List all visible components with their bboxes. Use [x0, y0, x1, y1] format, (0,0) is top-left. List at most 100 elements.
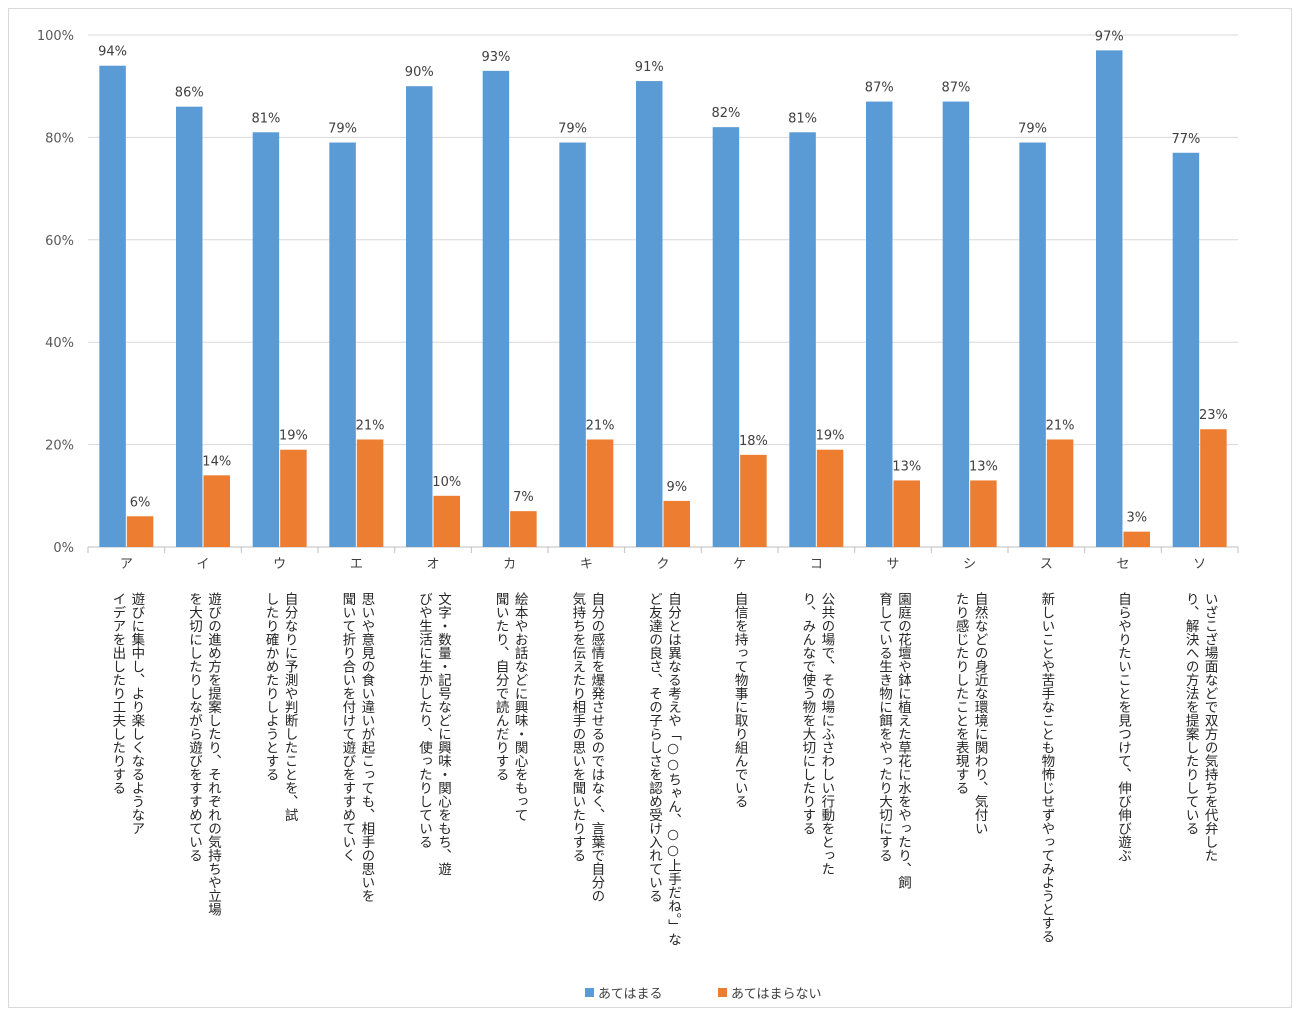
category-description: 思いや意見の食い違いが起こっても、相手の思いを: [358, 592, 375, 903]
category-label: ソ: [1193, 557, 1206, 572]
category-description: たり感じたりしたことを表現する: [953, 592, 970, 795]
y-tick-label: 40%: [45, 336, 74, 351]
bar-atehamaranai: [816, 449, 844, 547]
data-label-atehamaranai: 13%: [969, 459, 998, 474]
bar-atehamaru: [559, 142, 586, 547]
category-description: 園庭の花壇や鉢に植えた草花に水をやったり、飼: [895, 592, 912, 889]
bar-atehamaru: [636, 81, 663, 547]
data-label-atehamaru: 79%: [1018, 122, 1047, 137]
bar-atehamaranai: [356, 439, 384, 547]
bar-atehamaru: [1019, 142, 1046, 547]
data-label-atehamaru: 93%: [481, 50, 510, 65]
legend-label-atehamaru: あてはまる: [598, 987, 662, 1002]
data-label-atehamaru: 81%: [788, 111, 817, 126]
category-label: ウ: [273, 557, 286, 572]
category-description: 自信を持って物事に取り組んでいる: [732, 592, 749, 808]
category-description: り、解決への方法を提案したりしている: [1183, 592, 1200, 835]
bar-atehamaranai: [126, 516, 154, 547]
bar-atehamaranai: [433, 495, 460, 547]
bar-atehamaranai: [1123, 531, 1150, 547]
data-label-atehamaranai: 19%: [279, 429, 308, 444]
data-label-atehamaru: 81%: [251, 111, 280, 126]
bar-atehamaranai: [1046, 439, 1074, 547]
bar-atehamaru: [99, 65, 126, 547]
bar-atehamaru: [406, 86, 433, 547]
category-description: 自分なりに予測や判断したことを、試: [282, 592, 299, 822]
category-description: びや生活に生かしたり、使ったりしている: [416, 592, 433, 849]
bar-atehamaru: [712, 127, 740, 547]
bar-atehamaru: [176, 106, 203, 548]
data-label-atehamaru: 87%: [865, 81, 894, 96]
y-tick-label: 60%: [45, 234, 74, 249]
category-description: 自らやりたいことを見つけて、伸び伸び遊ぶ: [1115, 592, 1132, 863]
data-label-atehamaranai: 13%: [892, 459, 921, 474]
data-label-atehamaranai: 19%: [816, 429, 845, 444]
category-description: 聞いたり、自分で読んだりする: [493, 592, 510, 781]
data-label-atehamaru: 82%: [711, 106, 740, 121]
category-label: サ: [886, 557, 899, 572]
category-description: ど友達の良さ、その子らしさを認め受け入れている: [646, 592, 663, 903]
bar-atehamaru: [866, 101, 893, 547]
category-description: 文字・数量・記号などに興味・関心をもち、遊: [435, 592, 452, 877]
bar-atehamaru: [482, 70, 510, 547]
category-label: ケ: [733, 557, 746, 572]
category-label: キ: [580, 557, 593, 572]
bar-atehamaru: [252, 132, 280, 547]
category-description: 自分の感情を爆発させるのではなく、言葉で自分の: [588, 592, 605, 903]
legend-swatch-atehamaru: [585, 988, 594, 997]
data-label-atehamaru: 91%: [635, 60, 664, 75]
category-description: り、みんなで使う物を大切にしたりする: [799, 592, 816, 835]
data-label-atehamaranai: 14%: [202, 454, 231, 469]
category-description: 自分とは異なる考えや「○○ちゃん、○○上手だね。」な: [665, 592, 682, 946]
data-label-atehamaranai: 9%: [666, 480, 687, 495]
bar-atehamaranai: [280, 449, 307, 547]
y-tick-label: 80%: [45, 131, 74, 146]
category-description: 遊びに集中し、より楽しくなるようなア: [128, 592, 145, 836]
category-label: コ: [810, 557, 823, 572]
bar-atehamaranai: [510, 511, 537, 547]
category-description: いざこざ場面などで双方の気持ちを代弁した: [1202, 592, 1219, 862]
category-description: 公共の場で、その場にふさわしい行動をとった: [818, 592, 835, 876]
bar-atehamaranai: [1200, 429, 1227, 547]
data-label-atehamaranai: 21%: [1046, 418, 1075, 433]
category-description: 気持ちを伝えたり相手の思いを聞いたりする: [569, 592, 586, 862]
legend-swatch-atehamaranai: [718, 988, 727, 997]
bar-atehamaranai: [586, 439, 614, 547]
data-label-atehamaru: 97%: [1095, 29, 1124, 44]
category-label: エ: [350, 557, 363, 572]
category-label: ク: [656, 557, 669, 572]
data-label-atehamaranai: 10%: [432, 475, 461, 490]
data-label-atehamaranai: 3%: [1126, 511, 1147, 526]
bar-atehamaranai: [663, 500, 690, 547]
category-description: 新しいことや苦手なことも物怖じせずやってみようとする: [1038, 592, 1055, 943]
category-description: 遊びの進め方を提案したり、それぞれの気持ちや立場: [205, 592, 222, 917]
data-label-atehamaranai: 18%: [739, 434, 768, 449]
data-label-atehamaru: 90%: [405, 65, 434, 80]
data-label-atehamaranai: 7%: [513, 490, 534, 505]
category-description: イデアを出したり工夫したりする: [109, 592, 126, 795]
data-label-atehamaru: 79%: [558, 122, 587, 137]
category-label: カ: [503, 557, 516, 572]
y-tick-label: 0%: [53, 541, 74, 556]
category-description: したり確かめたりしようとする: [263, 592, 280, 781]
data-label-atehamaru: 87%: [941, 81, 970, 96]
y-tick-label: 100%: [37, 29, 74, 44]
bar-atehamaru: [1096, 50, 1123, 548]
category-label: ア: [120, 557, 133, 572]
bar-atehamaranai: [970, 480, 997, 547]
data-label-atehamaru: 94%: [98, 45, 127, 60]
bar-atehamaranai: [740, 454, 767, 547]
category-description: を大切にしたりしながら遊びをすすめている: [186, 592, 203, 862]
category-description: 自然などの身近な環境に関わり、気付い: [972, 592, 989, 835]
y-tick-label: 20%: [45, 439, 74, 454]
bar-atehamaru: [942, 101, 970, 547]
legend-label-atehamaranai: あてはまらない: [731, 987, 821, 1002]
data-label-atehamaru: 86%: [175, 86, 204, 101]
category-description: 聞いて折り合いを付けて遊びをすすめていく: [339, 592, 356, 862]
data-label-atehamaranai: 21%: [586, 418, 615, 433]
bar-atehamaranai: [203, 475, 230, 547]
category-label: セ: [1116, 557, 1129, 572]
data-label-atehamaranai: 21%: [356, 418, 385, 433]
bar-atehamaru: [1172, 152, 1200, 547]
